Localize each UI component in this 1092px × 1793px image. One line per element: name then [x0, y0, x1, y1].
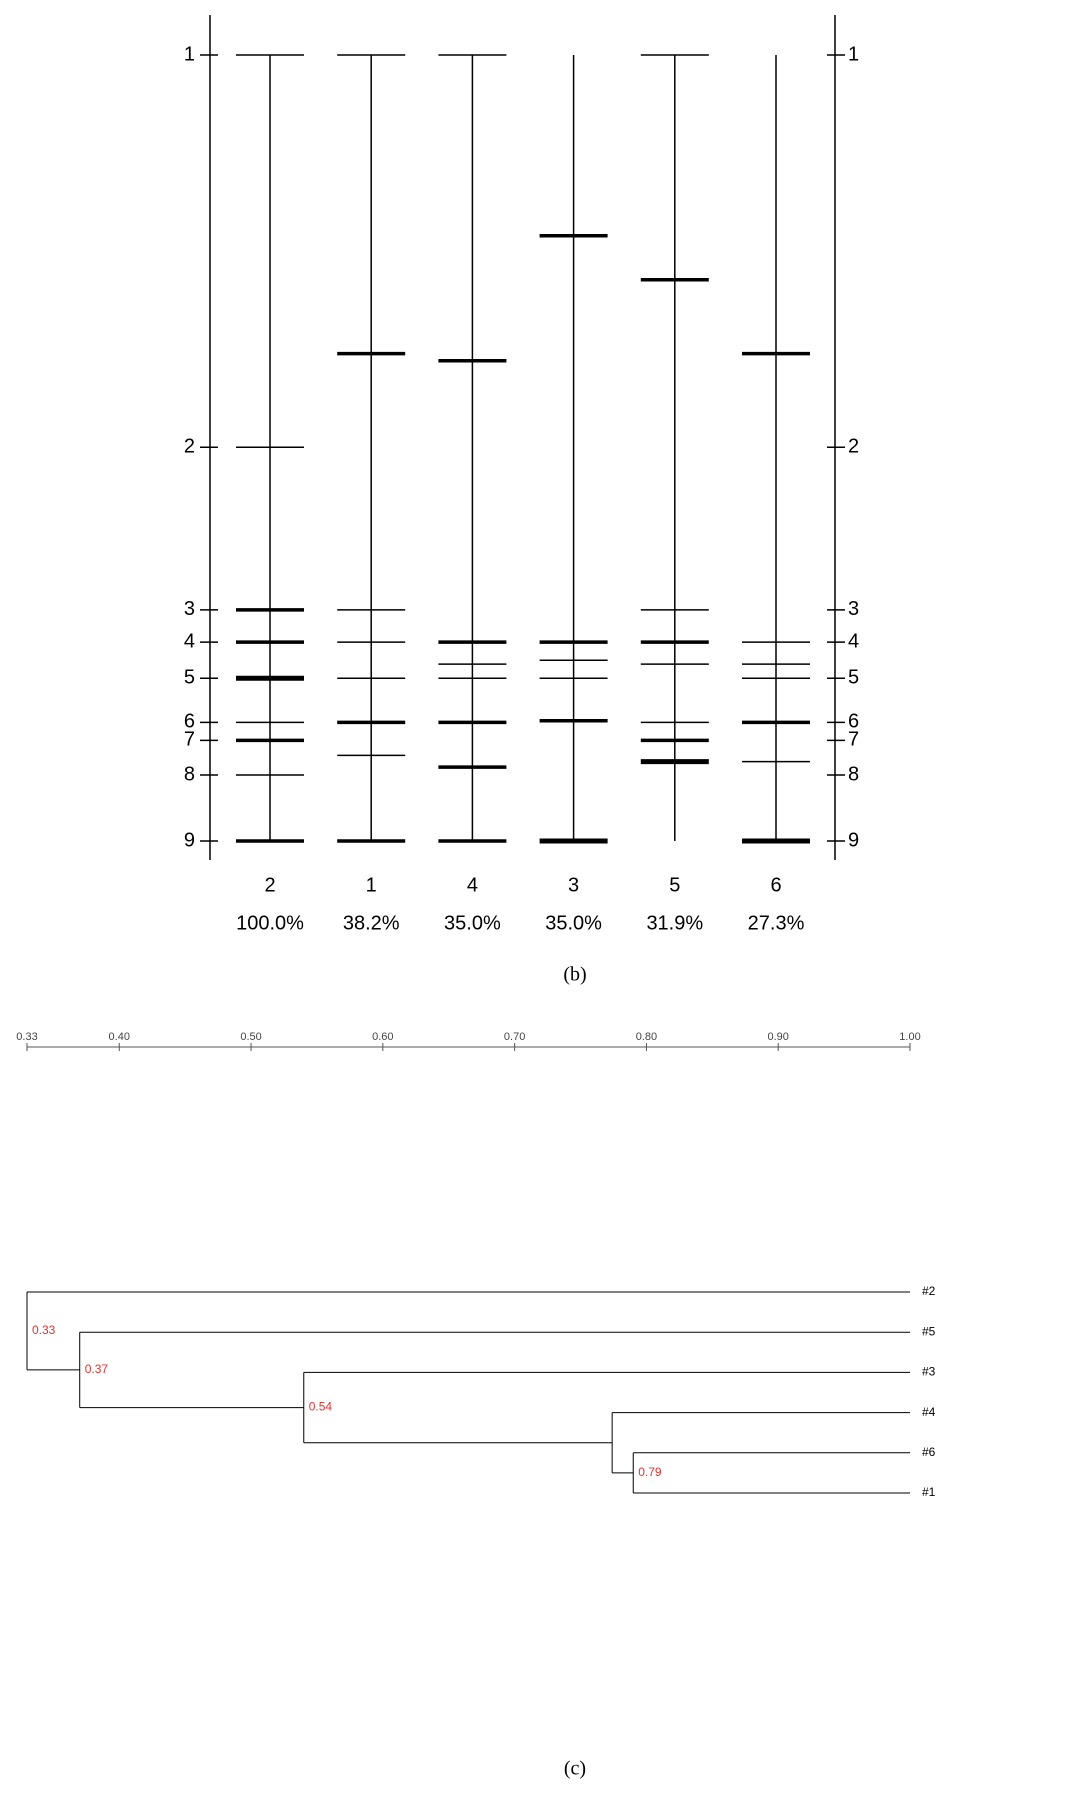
lane-score: 31.9%: [646, 912, 703, 934]
marker-label: 6: [184, 711, 195, 733]
lane-score: 38.2%: [343, 912, 400, 934]
marker-label: 7: [184, 729, 195, 751]
node-label: 0.37: [85, 1362, 109, 1376]
axis-tick-label: 0.80: [636, 1031, 657, 1043]
marker-label: 5: [848, 667, 859, 689]
marker-label: 4: [184, 630, 195, 652]
axis-tick-label: 0.60: [372, 1031, 393, 1043]
lane-name: 4: [467, 874, 478, 896]
lane-name: 5: [669, 874, 680, 896]
leaf-label: #3: [922, 1365, 936, 1379]
leaf-label: #1: [922, 1485, 936, 1499]
lane-score: 27.3%: [748, 912, 805, 934]
axis-tick-label: 0.90: [767, 1031, 788, 1043]
marker-label: 1: [184, 43, 195, 65]
marker-label: 3: [184, 598, 195, 620]
leaf-label: #5: [922, 1324, 936, 1338]
leaf-label: #6: [922, 1445, 936, 1459]
marker-label: 2: [848, 435, 859, 457]
lane-score: 35.0%: [545, 912, 602, 934]
lane-score: 100.0%: [236, 912, 304, 934]
marker-label: 7: [848, 729, 859, 751]
axis-tick-label: 1.00: [899, 1031, 920, 1043]
lane-score: 35.0%: [444, 912, 501, 934]
marker-label: 8: [184, 763, 195, 785]
panel-caption: (b): [563, 964, 586, 986]
axis-tick-label: 0.40: [109, 1031, 130, 1043]
leaf-label: #4: [922, 1405, 936, 1419]
marker-label: 8: [848, 763, 859, 785]
node-label: 0.79: [638, 1465, 662, 1479]
node-label: 0.54: [309, 1400, 333, 1414]
axis-tick-label: 0.33: [16, 1031, 37, 1043]
marker-label: 1: [848, 43, 859, 65]
marker-label: 5: [184, 667, 195, 689]
marker-label: 9: [848, 829, 859, 851]
axis-tick-label: 0.70: [504, 1031, 525, 1043]
marker-label: 4: [848, 630, 859, 652]
marker-label: 2: [184, 435, 195, 457]
panel-caption: (c): [564, 1758, 586, 1780]
marker-label: 9: [184, 829, 195, 851]
lane-name: 2: [264, 874, 275, 896]
leaf-label: #2: [922, 1284, 936, 1298]
lane-name: 1: [366, 874, 377, 896]
node-label: 0.33: [32, 1323, 56, 1337]
lane-name: 3: [568, 874, 579, 896]
lane-name: 6: [770, 874, 781, 896]
axis-tick-label: 0.50: [240, 1031, 261, 1043]
marker-label: 3: [848, 598, 859, 620]
marker-label: 6: [848, 711, 859, 733]
